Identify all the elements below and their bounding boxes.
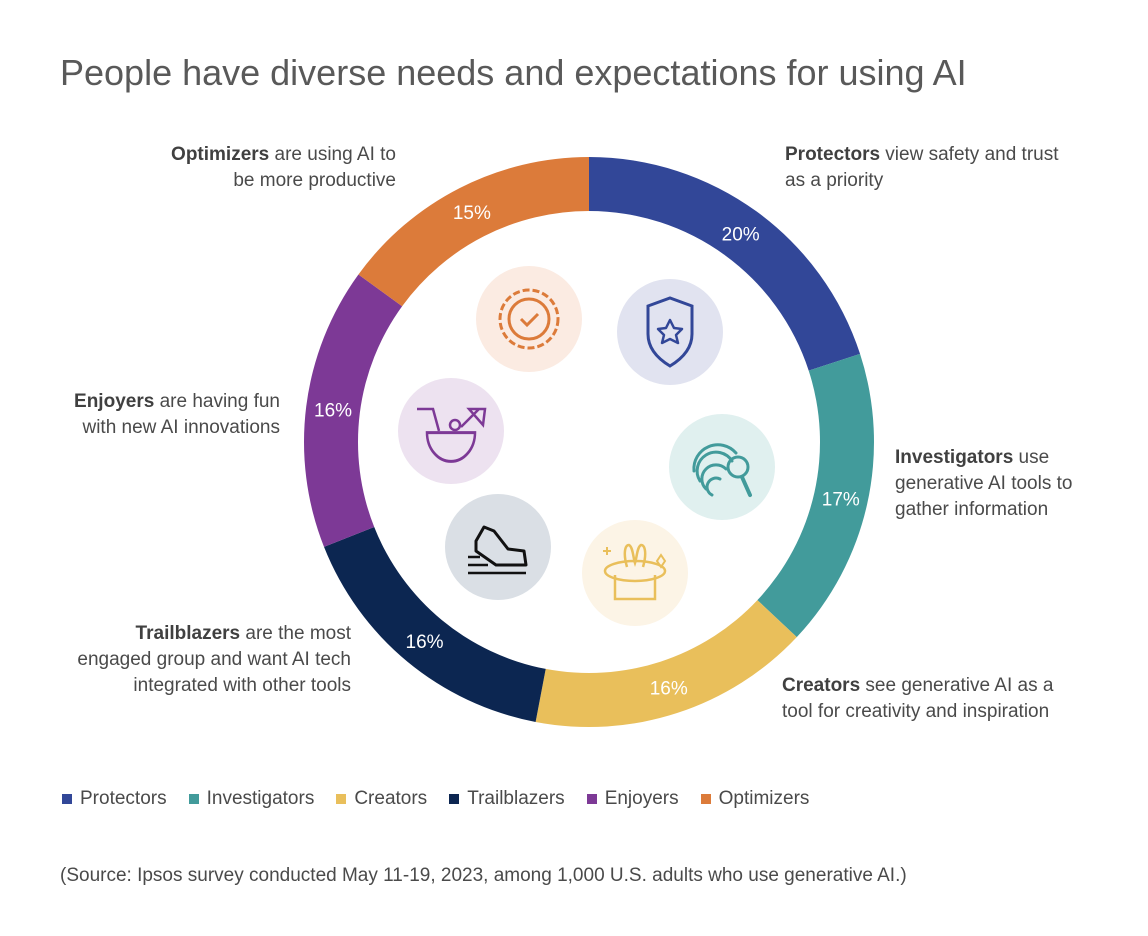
legend-label: Creators [354, 788, 428, 809]
legend: Protectors Investigators Creators Trailblaz… [62, 788, 831, 810]
slice-protectors [589, 157, 861, 371]
source-note: (Source: Ipsos survey conducted May 11-1… [60, 865, 907, 886]
legend-swatch [188, 794, 199, 804]
annotation-name: Creators [782, 675, 861, 696]
legend-label: Trailblazers [467, 788, 565, 809]
fingerprint-search-icon [669, 414, 775, 520]
annotation-text: integrated with other tools [133, 675, 351, 696]
chart-title: People have diverse needs and expectatio… [60, 52, 967, 93]
annotation-enjoyers: Enjoyers are having fun with new AI inno… [74, 389, 280, 441]
annotation-name: Optimizers [171, 144, 270, 165]
legend-item-investigators: Investigators [188, 788, 315, 810]
annotation-text: as a priority [785, 170, 884, 191]
legend-item-creators: Creators [336, 788, 427, 810]
legend-item-optimizers: Optimizers [700, 788, 810, 810]
legend-label: Investigators [206, 788, 315, 809]
annotation-name: Investigators [895, 447, 1014, 468]
legend-item-enjoyers: Enjoyers [586, 788, 679, 810]
annotation-creators: Creators see generative AI as a tool for… [782, 673, 1053, 725]
slice-trailblazers [324, 527, 546, 722]
legend-label: Optimizers [718, 788, 810, 809]
data-label-trailblazers: 16% [406, 632, 444, 653]
annotation-text: are using AI to [269, 144, 396, 165]
annotation-trailblazers: Trailblazers are the most engaged group … [77, 621, 351, 699]
magic-hat-rabbit-icon [582, 520, 688, 626]
badge-check-icon [476, 266, 582, 372]
annotation-text: engaged group and want AI tech [77, 649, 351, 670]
data-label-enjoyers: 16% [314, 401, 352, 422]
slice-investigators [757, 353, 874, 638]
slice-creators [535, 600, 797, 727]
legend-item-protectors: Protectors [62, 788, 167, 810]
annotation-text: use [1013, 447, 1050, 468]
annotation-optimizers: Optimizers are using AI to be more produ… [171, 142, 396, 194]
annotation-protectors: Protectors view safety and trust as a pr… [785, 142, 1059, 194]
legend-swatch [62, 794, 72, 804]
legend-label: Enjoyers [604, 788, 679, 809]
annotation-text: gather information [895, 499, 1049, 520]
annotation-text: generative AI tools to [895, 473, 1073, 494]
data-label-protectors: 20% [722, 224, 760, 245]
legend-swatch [449, 794, 460, 804]
annotation-text: are having fun [154, 391, 280, 412]
data-label-investigators: 17% [822, 489, 860, 510]
annotation-name: Enjoyers [74, 391, 155, 412]
annotation-text: be more productive [233, 170, 396, 191]
running-shoe-icon [445, 494, 551, 600]
annotation-text: view safety and trust [880, 144, 1059, 165]
annotation-text: are the most [240, 623, 351, 644]
annotation-name: Protectors [785, 144, 881, 165]
shield-star-icon [617, 279, 723, 385]
annotation-text: tool for creativity and inspiration [782, 701, 1050, 722]
slice-optimizers [358, 157, 589, 307]
legend-swatch [700, 794, 711, 804]
legend-label: Protectors [80, 788, 167, 809]
annotation-text: with new AI innovations [82, 417, 280, 438]
data-label-creators: 16% [650, 678, 688, 699]
legend-item-trailblazers: Trailblazers [449, 788, 565, 810]
legend-swatch [586, 794, 597, 804]
annotation-investigators: Investigators use generative AI tools to… [895, 445, 1072, 523]
legend-swatch [336, 794, 347, 804]
coconut-drink-icon [398, 378, 504, 484]
annotation-name: Trailblazers [135, 623, 241, 644]
annotation-text: see generative AI as a [860, 675, 1054, 696]
slice-enjoyers [304, 274, 403, 547]
data-label-optimizers: 15% [453, 203, 491, 224]
